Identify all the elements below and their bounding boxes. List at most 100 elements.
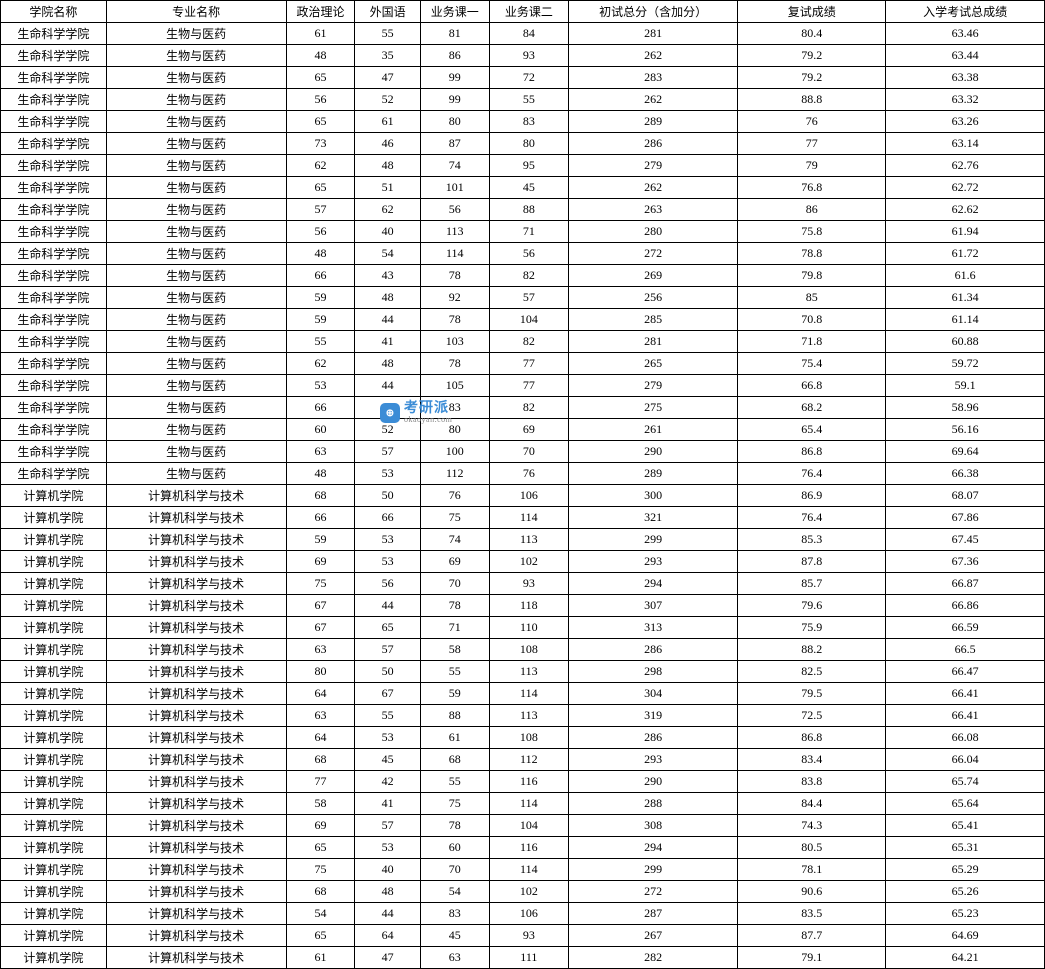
table-cell: 106 [489, 903, 568, 925]
table-row: 计算机学院计算机科学与技术69536910229387.867.36 [1, 551, 1045, 573]
table-cell: 88.2 [738, 639, 886, 661]
table-cell: 293 [568, 749, 737, 771]
table-cell: 68.2 [738, 397, 886, 419]
table-cell: 308 [568, 815, 737, 837]
table-cell: 110 [489, 617, 568, 639]
table-cell: 61.34 [886, 287, 1045, 309]
table-cell: 51 [355, 177, 421, 199]
table-row: 生命科学学院生物与医药53441057727966.859.1 [1, 375, 1045, 397]
table-cell: 59 [286, 287, 355, 309]
table-cell: 76.4 [738, 463, 886, 485]
table-cell: 78 [420, 595, 489, 617]
table-cell: 生命科学学院 [1, 111, 107, 133]
table-cell: 计算机学院 [1, 749, 107, 771]
table-cell: 63 [286, 705, 355, 727]
table-cell: 55 [355, 23, 421, 45]
table-cell: 50 [355, 661, 421, 683]
table-cell: 63 [420, 947, 489, 969]
table-cell: 计算机科学与技术 [106, 595, 286, 617]
table-cell: 58 [286, 793, 355, 815]
table-row: 生命科学学院生物与医药734687802867763.14 [1, 133, 1045, 155]
table-cell: 59 [286, 309, 355, 331]
table-cell: 280 [568, 221, 737, 243]
table-cell: 62.76 [886, 155, 1045, 177]
table-cell: 生物与医药 [106, 287, 286, 309]
table-cell: 84.4 [738, 793, 886, 815]
table-cell: 生物与医药 [106, 199, 286, 221]
table-cell: 83.5 [738, 903, 886, 925]
table-cell: 80 [420, 419, 489, 441]
table-cell: 69 [286, 815, 355, 837]
table-cell: 67.45 [886, 529, 1045, 551]
table-cell: 66.47 [886, 661, 1045, 683]
table-cell: 生命科学学院 [1, 353, 107, 375]
table-cell: 307 [568, 595, 737, 617]
table-row: 计算机学院计算机科学与技术68485410227290.665.26 [1, 881, 1045, 903]
table-row: 计算机学院计算机科学与技术67657111031375.966.59 [1, 617, 1045, 639]
table-cell: 56 [286, 89, 355, 111]
table-cell: 288 [568, 793, 737, 815]
table-cell: 101 [420, 177, 489, 199]
table-cell: 298 [568, 661, 737, 683]
table-cell: 63 [286, 639, 355, 661]
table-cell: 67 [286, 617, 355, 639]
table-cell: 263 [568, 199, 737, 221]
table-cell: 82 [489, 397, 568, 419]
table-cell: 66.04 [886, 749, 1045, 771]
table-cell: 93 [489, 925, 568, 947]
table-cell: 79.2 [738, 67, 886, 89]
table-body: 生命科学学院生物与医药6155818428180.463.46生命科学学院生物与… [1, 23, 1045, 969]
table-cell: 计算机科学与技术 [106, 639, 286, 661]
table-cell: 78 [420, 353, 489, 375]
table-row: 生命科学学院生物与医药6643788226979.861.6 [1, 265, 1045, 287]
table-cell: 48 [355, 353, 421, 375]
table-cell: 计算机学院 [1, 837, 107, 859]
table-cell: 112 [489, 749, 568, 771]
table-cell: 78 [420, 265, 489, 287]
table-cell: 55 [420, 771, 489, 793]
table-cell: 66.5 [886, 639, 1045, 661]
table-row: 生命科学学院生物与医药6644838227568.258.96 [1, 397, 1045, 419]
table-cell: 88.8 [738, 89, 886, 111]
table-cell: 81 [420, 23, 489, 45]
table-cell: 279 [568, 155, 737, 177]
table-cell: 59 [420, 683, 489, 705]
table-cell: 40 [355, 221, 421, 243]
table-row: 计算机学院计算机科学与技术66667511432176.467.86 [1, 507, 1045, 529]
table-cell: 99 [420, 67, 489, 89]
table-cell: 43 [355, 265, 421, 287]
table-cell: 生物与医药 [106, 441, 286, 463]
table-cell: 262 [568, 89, 737, 111]
table-cell: 生命科学学院 [1, 309, 107, 331]
table-cell: 68.07 [886, 485, 1045, 507]
table-cell: 56.16 [886, 419, 1045, 441]
table-cell: 40 [355, 859, 421, 881]
table-cell: 283 [568, 67, 737, 89]
table-cell: 62 [286, 155, 355, 177]
table-row: 计算机学院计算机科学与技术63575810828688.266.5 [1, 639, 1045, 661]
table-cell: 66.38 [886, 463, 1045, 485]
table-cell: 286 [568, 133, 737, 155]
table-cell: 275 [568, 397, 737, 419]
table-header-row: 学院名称 专业名称 政治理论 外国语 业务课一 业务课二 初试总分（含加分） 复… [1, 1, 1045, 23]
table-cell: 58.96 [886, 397, 1045, 419]
table-row: 生命科学学院生物与医药5652995526288.863.32 [1, 89, 1045, 111]
table-cell: 65.74 [886, 771, 1045, 793]
table-cell: 279 [568, 375, 737, 397]
table-cell: 生物与医药 [106, 309, 286, 331]
table-cell: 300 [568, 485, 737, 507]
table-cell: 57 [489, 287, 568, 309]
table-cell: 生命科学学院 [1, 375, 107, 397]
table-cell: 77 [286, 771, 355, 793]
table-cell: 73 [286, 133, 355, 155]
table-cell: 83.8 [738, 771, 886, 793]
table-cell: 45 [420, 925, 489, 947]
table-cell: 计算机科学与技术 [106, 837, 286, 859]
table-cell: 99 [420, 89, 489, 111]
table-cell: 计算机学院 [1, 793, 107, 815]
table-cell: 61.94 [886, 221, 1045, 243]
table-cell: 生物与医药 [106, 375, 286, 397]
table-cell: 44 [355, 375, 421, 397]
table-cell: 66.59 [886, 617, 1045, 639]
table-cell: 61 [420, 727, 489, 749]
